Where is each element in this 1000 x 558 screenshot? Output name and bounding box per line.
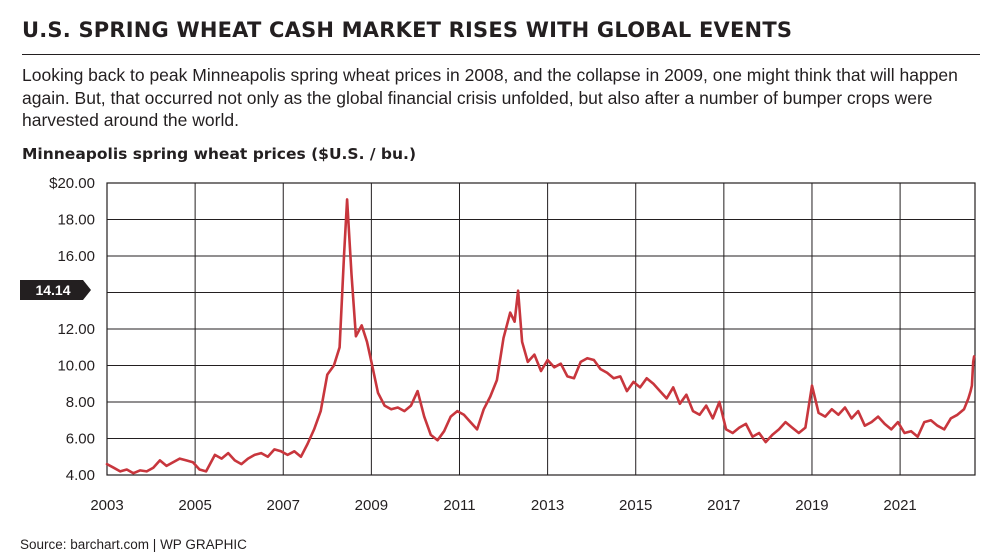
x-tick-label-2019: 2019 [795, 497, 828, 514]
plot-frame [106, 182, 976, 476]
source-credit: Source: barchart.com | WP GRAPHIC [20, 537, 247, 552]
x-tick-label-2021: 2021 [883, 497, 916, 514]
y-axis-labels: 4.00 6.00 8.00 10.00 12.00 16.00 18.00 $20.00 [49, 175, 95, 484]
headline-rule [22, 54, 980, 55]
horizontal-gridlines [107, 182, 975, 476]
x-tick-label-2003: 2003 [90, 497, 123, 514]
y-tick-label-20: $20.00 [49, 175, 95, 192]
callout-value: 14.14 [35, 282, 70, 298]
x-tick-label-2011: 2011 [443, 497, 475, 514]
y-tick-label-10: 10.00 [57, 358, 95, 375]
callout-tag [20, 279, 91, 300]
x-tick-label-2013: 2013 [531, 497, 564, 514]
y-tick-label-6: 6.00 [66, 431, 95, 448]
x-tick-label-2009: 2009 [355, 497, 388, 514]
x-tick-label-2015: 2015 [619, 497, 652, 514]
dek-paragraph: Looking back to peak Minneapolis spring … [22, 65, 958, 130]
x-tick-label-2007: 2007 [267, 497, 300, 514]
y-tick-label-18: 18.00 [57, 212, 95, 229]
x-axis-labels: 2003 2005 2007 2009 2011 2013 2015 2017 2019 2021 [90, 497, 916, 514]
headline: U.S. SPRING WHEAT CASH MARKET RISES WITH… [22, 18, 793, 42]
y-tick-label-16: 16.00 [57, 248, 95, 265]
y-tick-label-4: 4.00 [66, 467, 95, 484]
x-tick-label-2005: 2005 [178, 497, 211, 514]
price-callout: 14.14 [20, 279, 91, 300]
series-line-spring-wheat [105, 198, 976, 475]
y-tick-label-12: 12.00 [57, 321, 95, 338]
x-tick-label-2017: 2017 [707, 497, 740, 514]
chart-subtitle: Minneapolis spring wheat prices ($U.S. /… [22, 145, 417, 163]
y-tick-label-8: 8.00 [66, 394, 95, 411]
